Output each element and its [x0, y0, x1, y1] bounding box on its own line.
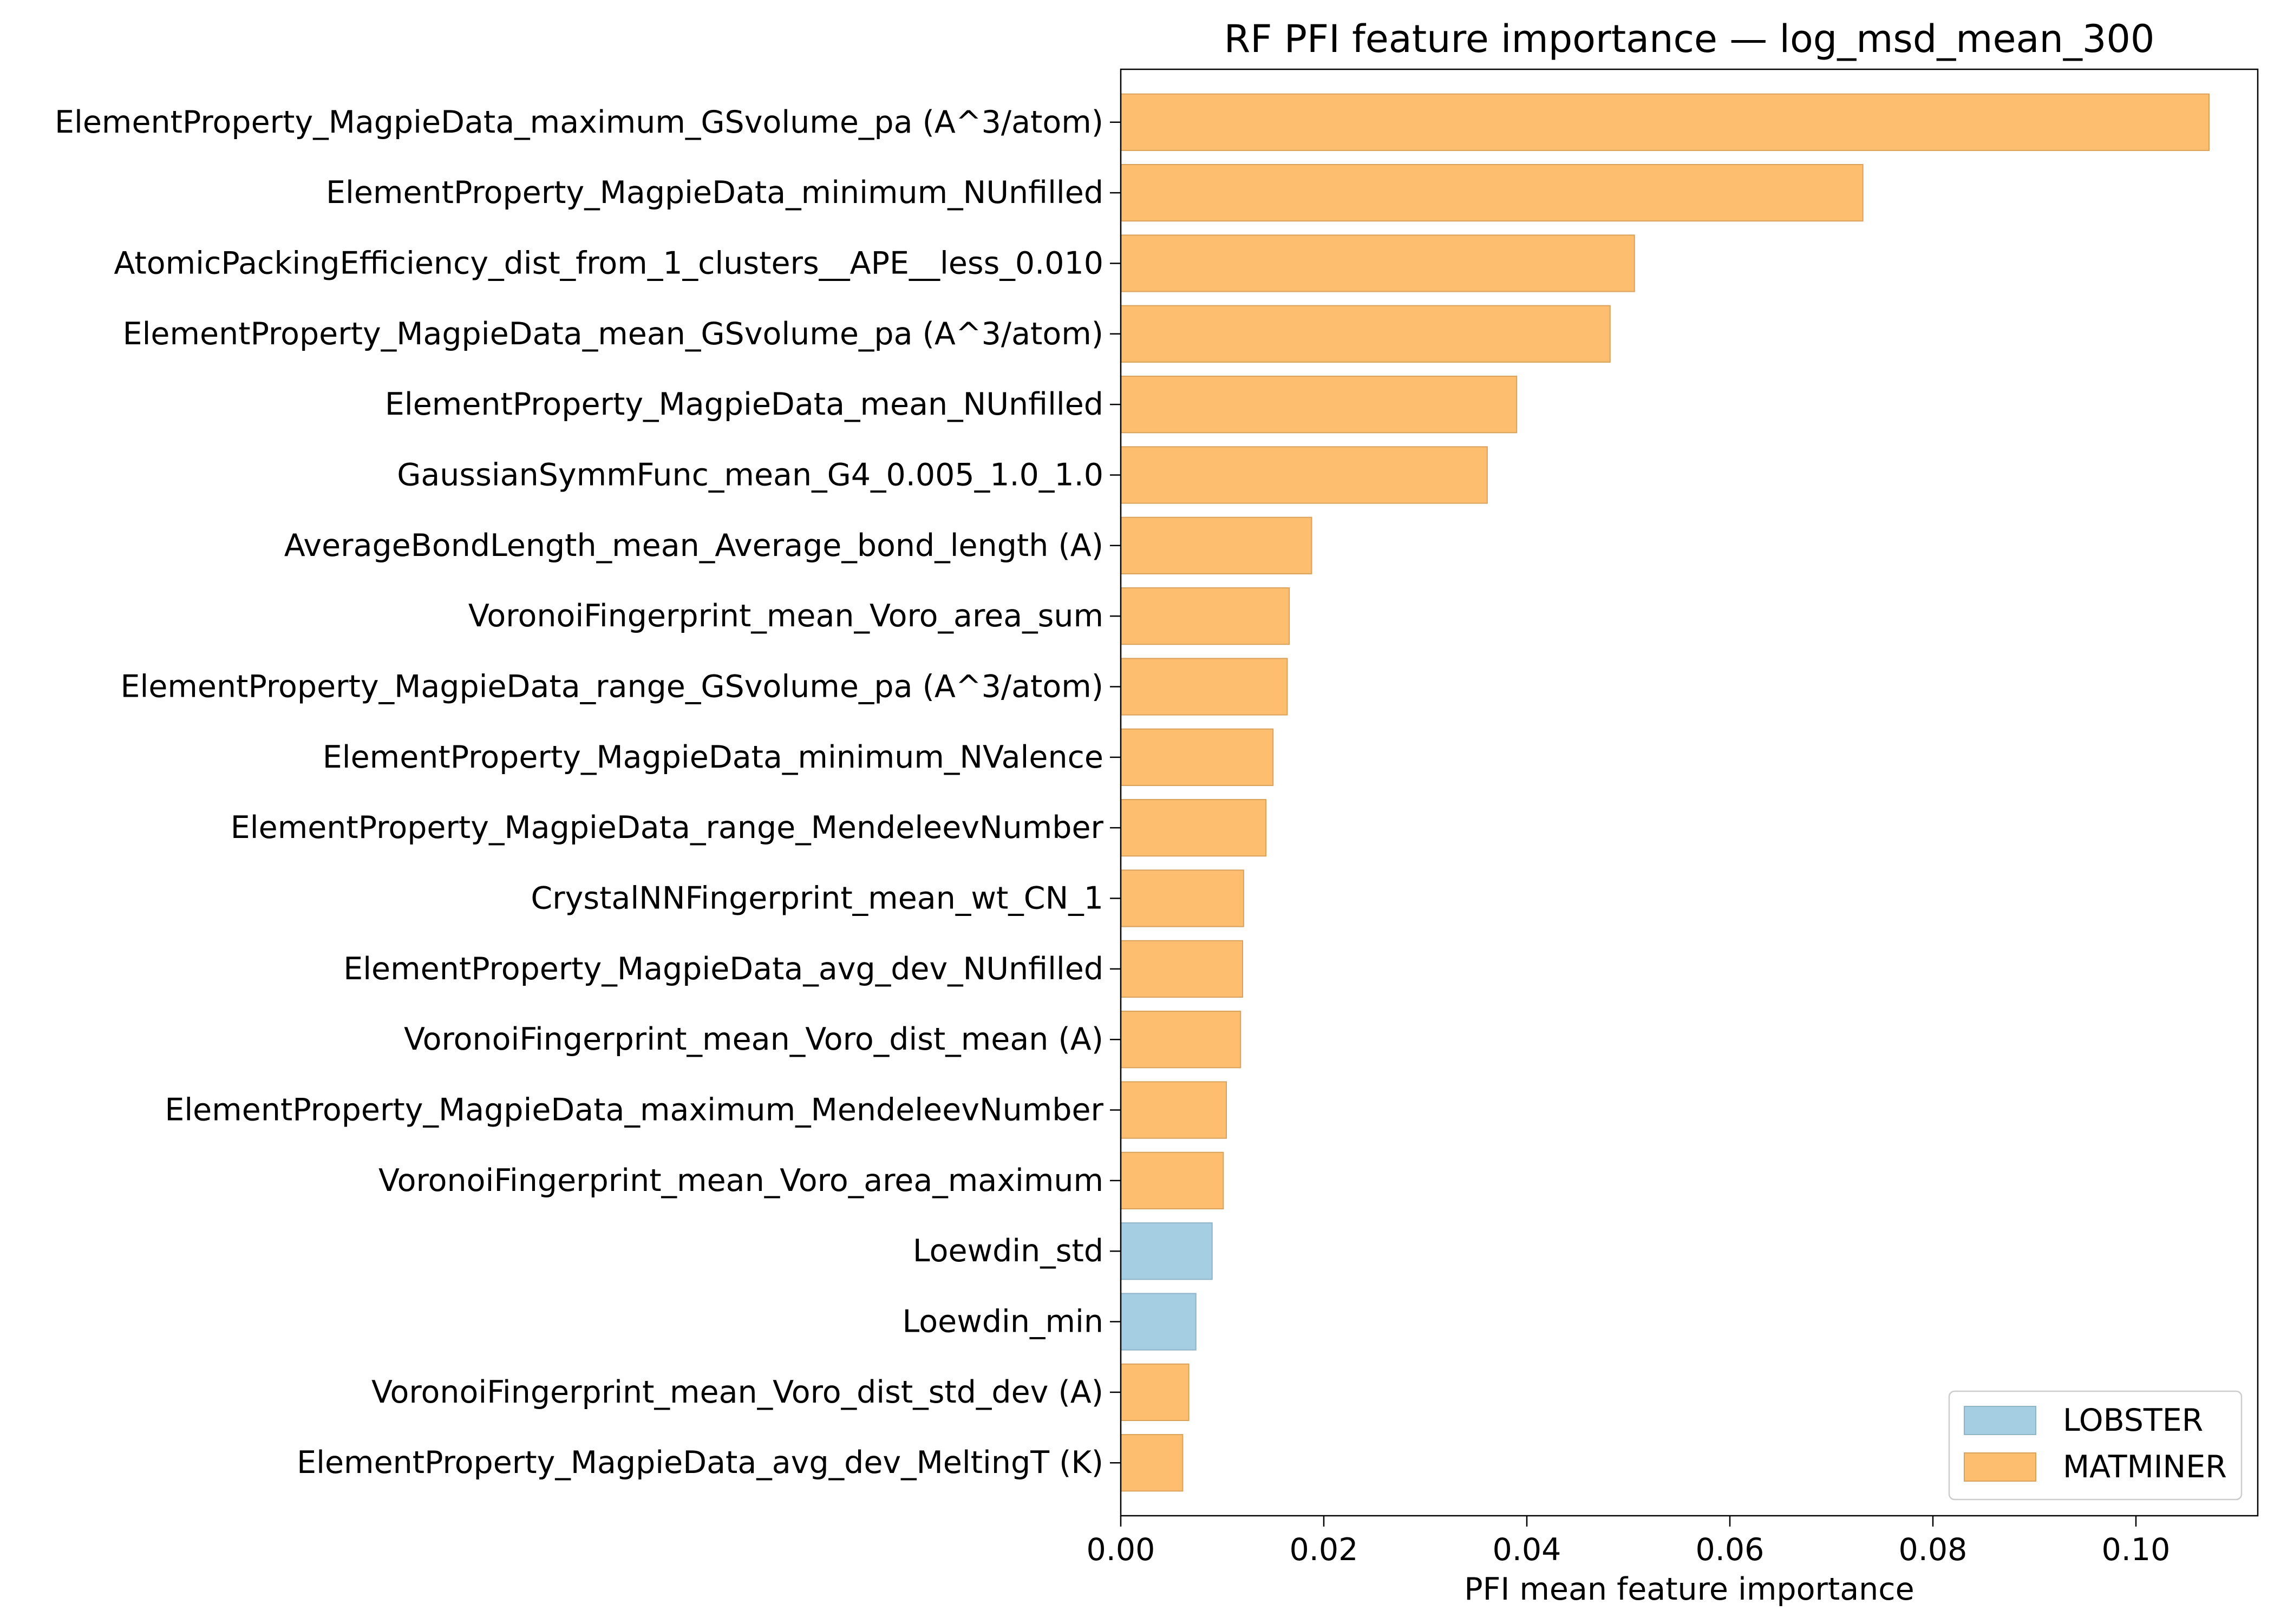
y-tick-label: Loewdin_min	[903, 1304, 1103, 1340]
y-tick-label: ElementProperty_MagpieData_avg_dev_NUnfi…	[343, 951, 1103, 987]
y-tick-label: VoronoiFingerprint_mean_Voro_area_maximu…	[378, 1163, 1103, 1199]
y-tick-label: ElementProperty_MagpieData_range_GSvolum…	[120, 669, 1103, 704]
bar-8	[1120, 587, 1290, 645]
x-tick-label: 0.02	[1290, 1532, 1358, 1568]
bar-4	[1120, 305, 1611, 363]
bar-10	[1120, 728, 1274, 786]
x-ticks: 0.00 0.02 0.04 0.06 0.08 0.10	[1087, 1516, 2171, 1568]
bar-2	[1120, 163, 1864, 222]
x-tick-label: 0.00	[1087, 1532, 1155, 1568]
legend-swatch-matminer	[1964, 1452, 2036, 1482]
y-tick-label: AverageBondLength_mean_Average_bond_leng…	[284, 528, 1103, 564]
y-tick-label: ElementProperty_MagpieData_avg_dev_Melti…	[297, 1445, 1103, 1481]
bar-11	[1120, 799, 1267, 857]
y-tick-label: ElementProperty_MagpieData_maximum_GSvol…	[55, 104, 1103, 140]
y-tick-label: ElementProperty_MagpieData_maximum_Mende…	[165, 1092, 1103, 1128]
bar-13	[1120, 940, 1243, 998]
bar-14	[1120, 1011, 1241, 1069]
bar-17	[1120, 1222, 1213, 1280]
y-tick-label: ElementProperty_MagpieData_range_Mendele…	[231, 810, 1104, 846]
y-tick-label: ElementProperty_MagpieData_mean_GSvolume…	[123, 316, 1103, 352]
y-tick-label: ElementProperty_MagpieData_minimum_NVale…	[323, 739, 1103, 775]
y-tick-label: CrystalNNFingerprint_mean_wt_CN_1	[531, 881, 1103, 916]
bar-20	[1120, 1434, 1184, 1492]
bar-12	[1120, 869, 1244, 927]
y-tick-label: ElementProperty_MagpieData_mean_NUnfille…	[385, 387, 1103, 422]
y-tick-label: AtomicPackingEfficiency_dist_from_1_clus…	[114, 245, 1103, 281]
bar-19	[1120, 1363, 1190, 1422]
bar-9	[1120, 658, 1288, 716]
y-tick-label: VoronoiFingerprint_mean_Voro_area_sum	[468, 598, 1103, 634]
legend-swatch-lobster	[1964, 1406, 2036, 1435]
bar-18	[1120, 1293, 1197, 1351]
y-tick-label: GaussianSymmFunc_mean_G4_0.005_1.0_1.0	[397, 457, 1103, 493]
y-tick-labels: ElementProperty_MagpieData_maximum_GSvol…	[55, 104, 1121, 1481]
legend-label-matminer: MATMINER	[2063, 1449, 2227, 1485]
bar-16	[1120, 1151, 1224, 1210]
bar-7	[1120, 516, 1312, 574]
bar-3	[1120, 234, 1635, 292]
x-tick-label: 0.08	[1899, 1532, 1968, 1568]
chart-title: RF PFI feature importance — log_msd_mean…	[1224, 17, 2155, 61]
bar-6	[1120, 446, 1488, 504]
plot-frame	[1120, 68, 2259, 1517]
x-tick-label: 0.04	[1493, 1532, 1561, 1568]
bars-layer	[1120, 93, 2210, 1492]
legend-label-lobster: LOBSTER	[2063, 1403, 2203, 1438]
y-tick-label: Loewdin_std	[913, 1233, 1103, 1269]
x-axis-label: PFI mean feature importance	[1464, 1571, 1914, 1607]
legend: LOBSTER MATMINER	[1948, 1390, 2243, 1501]
y-tick-label: ElementProperty_MagpieData_minimum_NUnfi…	[326, 175, 1103, 211]
bar-1	[1120, 93, 2210, 151]
axes-frame	[1120, 68, 2259, 1517]
y-tick-label: VoronoiFingerprint_mean_Voro_dist_std_de…	[371, 1374, 1103, 1410]
y-tick-label: VoronoiFingerprint_mean_Voro_dist_mean (…	[404, 1021, 1103, 1057]
bar-15	[1120, 1081, 1227, 1139]
x-tick-label: 0.10	[2102, 1532, 2171, 1568]
x-tick-label: 0.06	[1696, 1532, 1765, 1568]
bar-5	[1120, 375, 1518, 434]
